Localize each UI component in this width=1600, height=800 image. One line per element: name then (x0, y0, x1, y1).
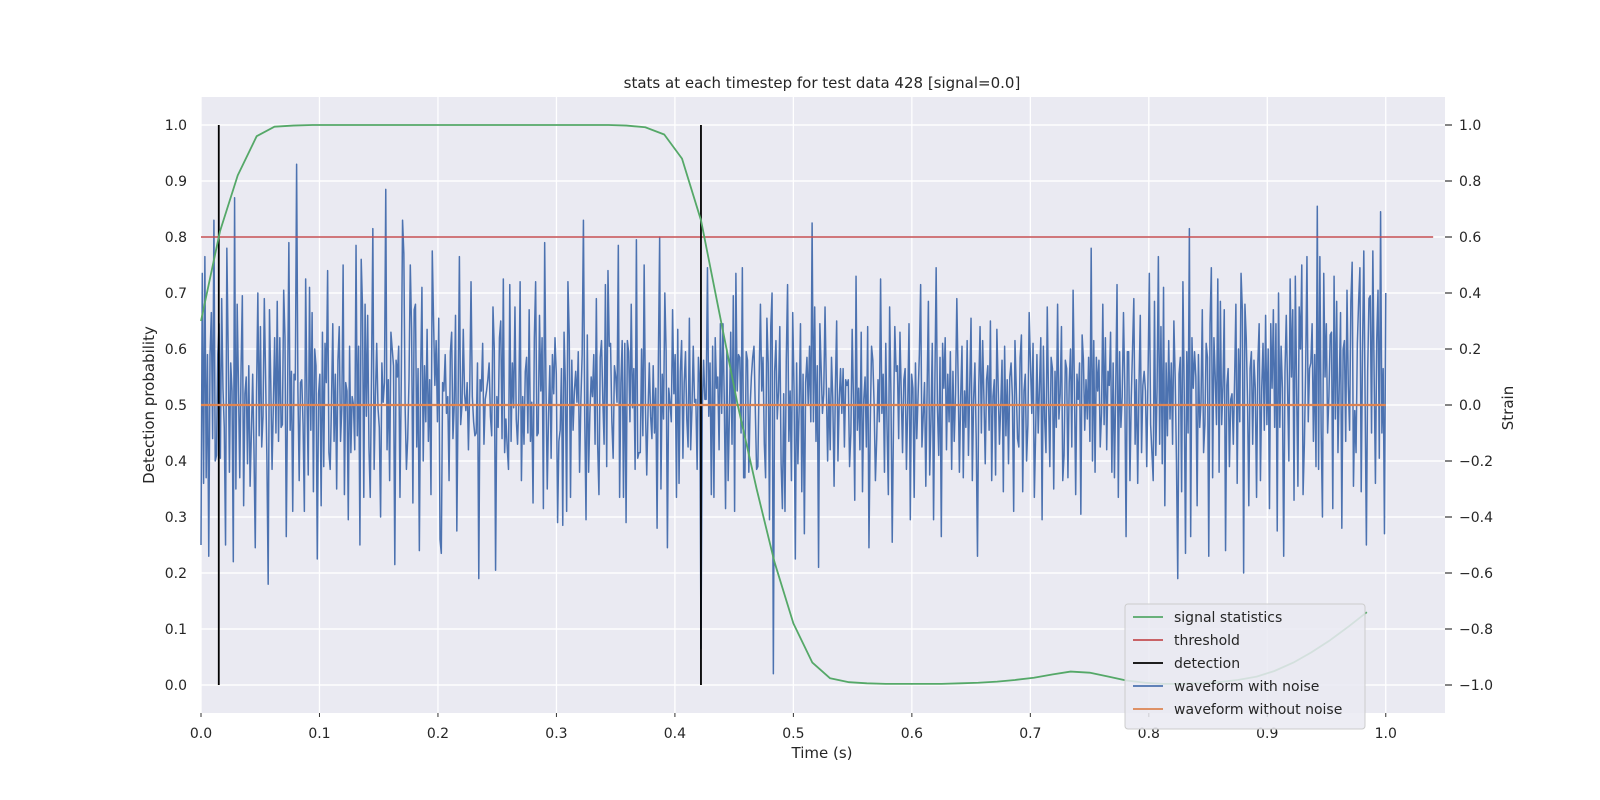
y-axis-left-label: Detection probability (140, 326, 158, 484)
y-right-tick-label: −1.0 (1459, 678, 1493, 694)
y-left-tick-label: 0.1 (165, 622, 187, 638)
y-right-tick-label: 0.2 (1459, 342, 1481, 358)
y-axis-right-label: Strain (1499, 386, 1517, 430)
y-left-tick-label: 1.0 (165, 118, 187, 134)
y-right-tick-label: −0.2 (1459, 454, 1493, 470)
x-tick-label: 0.1 (308, 726, 330, 742)
series-layer (200, 124, 1434, 685)
x-tick-label: 0.8 (1138, 726, 1160, 742)
legend-label: waveform with noise (1174, 679, 1319, 695)
y-left-tick-label: 0.8 (165, 230, 187, 246)
x-tick-label: 0.4 (664, 726, 686, 742)
x-tick-label: 0.5 (782, 726, 804, 742)
y-right-tick-label: 0.8 (1459, 174, 1481, 190)
y-right-tick-label: 0.6 (1459, 230, 1481, 246)
x-tick-label: 1.0 (1375, 726, 1397, 742)
x-tick-label: 0.9 (1256, 726, 1278, 742)
legend-label: waveform without noise (1174, 702, 1342, 718)
y-right-tick-label: −0.8 (1459, 622, 1493, 638)
y-right-tick-label: −0.4 (1459, 510, 1493, 526)
legend-box (1124, 603, 1366, 730)
x-axis-label: Time (s) (791, 744, 853, 762)
x-tick-label: 0.0 (190, 726, 212, 742)
y-left-tick-label: 0.4 (165, 454, 187, 470)
y-left-tick-label: 0.7 (165, 286, 187, 302)
legend: signal statistics threshold detection wavef… (1124, 603, 1366, 730)
x-tick-label: 0.3 (545, 726, 567, 742)
y-right-tick-label: 0.0 (1459, 398, 1481, 414)
y-left-tick-label: 0.9 (165, 174, 187, 190)
y-right-tick-label: 1.0 (1459, 118, 1481, 134)
x-tick-label: 0.7 (1019, 726, 1041, 742)
legend-label: detection (1174, 656, 1240, 672)
y-left-tick-label: 0.0 (165, 678, 187, 694)
y-left-tick-label: 0.2 (165, 566, 187, 582)
legend-label: signal statistics (1174, 610, 1282, 626)
series-waveform-with-noise (200, 163, 1387, 675)
y-axis-left: 0.0 0.1 0.2 0.3 0.4 0.5 0.6 0.7 0.8 0.9 1.0 (165, 118, 187, 694)
chart-title: stats at each timestep for test data 428… (624, 74, 1021, 92)
y-right-tick-label: 0.4 (1459, 286, 1481, 302)
x-tick-label: 0.2 (427, 726, 449, 742)
y-left-tick-label: 0.6 (165, 342, 187, 358)
y-left-tick-label: 0.5 (165, 398, 187, 414)
legend-label: threshold (1174, 633, 1240, 649)
y-left-tick-label: 0.3 (165, 510, 187, 526)
y-axis-right: −1.0 −0.8 −0.6 −0.4 −0.2 0.0 0.2 0.4 0.6 0.8 1.0 (1445, 118, 1493, 694)
x-axis: 0.0 0.1 0.2 0.3 0.4 0.5 0.6 0.7 0.8 0.9 1.0 (190, 713, 1397, 742)
y-right-tick-label: −0.6 (1459, 566, 1493, 582)
x-tick-label: 0.6 (901, 726, 923, 742)
